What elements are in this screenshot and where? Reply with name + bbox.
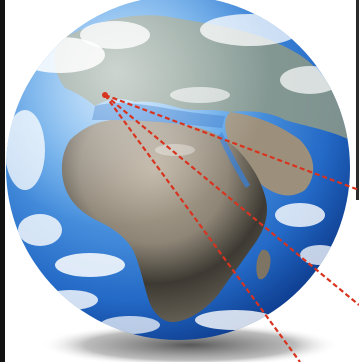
right-border-strip [356,0,359,200]
globe-surface [6,0,350,340]
ray-southeast [104,94,359,306]
dashed-rays [104,93,359,362]
ray-origin-point [102,92,108,98]
left-border-strip [0,0,5,362]
globe-highlight [6,0,350,340]
globe-shadow [40,323,340,362]
ray-east [104,93,359,192]
ray-south [104,94,301,362]
